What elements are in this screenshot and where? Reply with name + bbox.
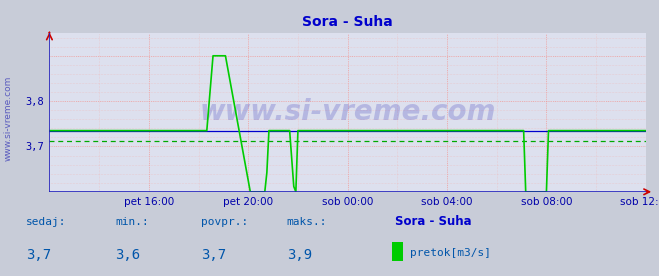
Text: 3,9: 3,9 — [287, 248, 312, 262]
Text: 3,6: 3,6 — [115, 248, 140, 262]
Text: www.si-vreme.com: www.si-vreme.com — [200, 99, 496, 126]
Text: min.:: min.: — [115, 217, 149, 227]
Text: maks.:: maks.: — [287, 217, 327, 227]
Text: povpr.:: povpr.: — [201, 217, 248, 227]
Text: 3,7: 3,7 — [201, 248, 226, 262]
Text: pretok[m3/s]: pretok[m3/s] — [410, 248, 491, 258]
Text: 3,7: 3,7 — [26, 248, 51, 262]
Text: sedaj:: sedaj: — [26, 217, 67, 227]
Text: www.si-vreme.com: www.si-vreme.com — [3, 76, 13, 161]
Title: Sora - Suha: Sora - Suha — [302, 15, 393, 29]
Text: Sora - Suha: Sora - Suha — [395, 215, 472, 228]
